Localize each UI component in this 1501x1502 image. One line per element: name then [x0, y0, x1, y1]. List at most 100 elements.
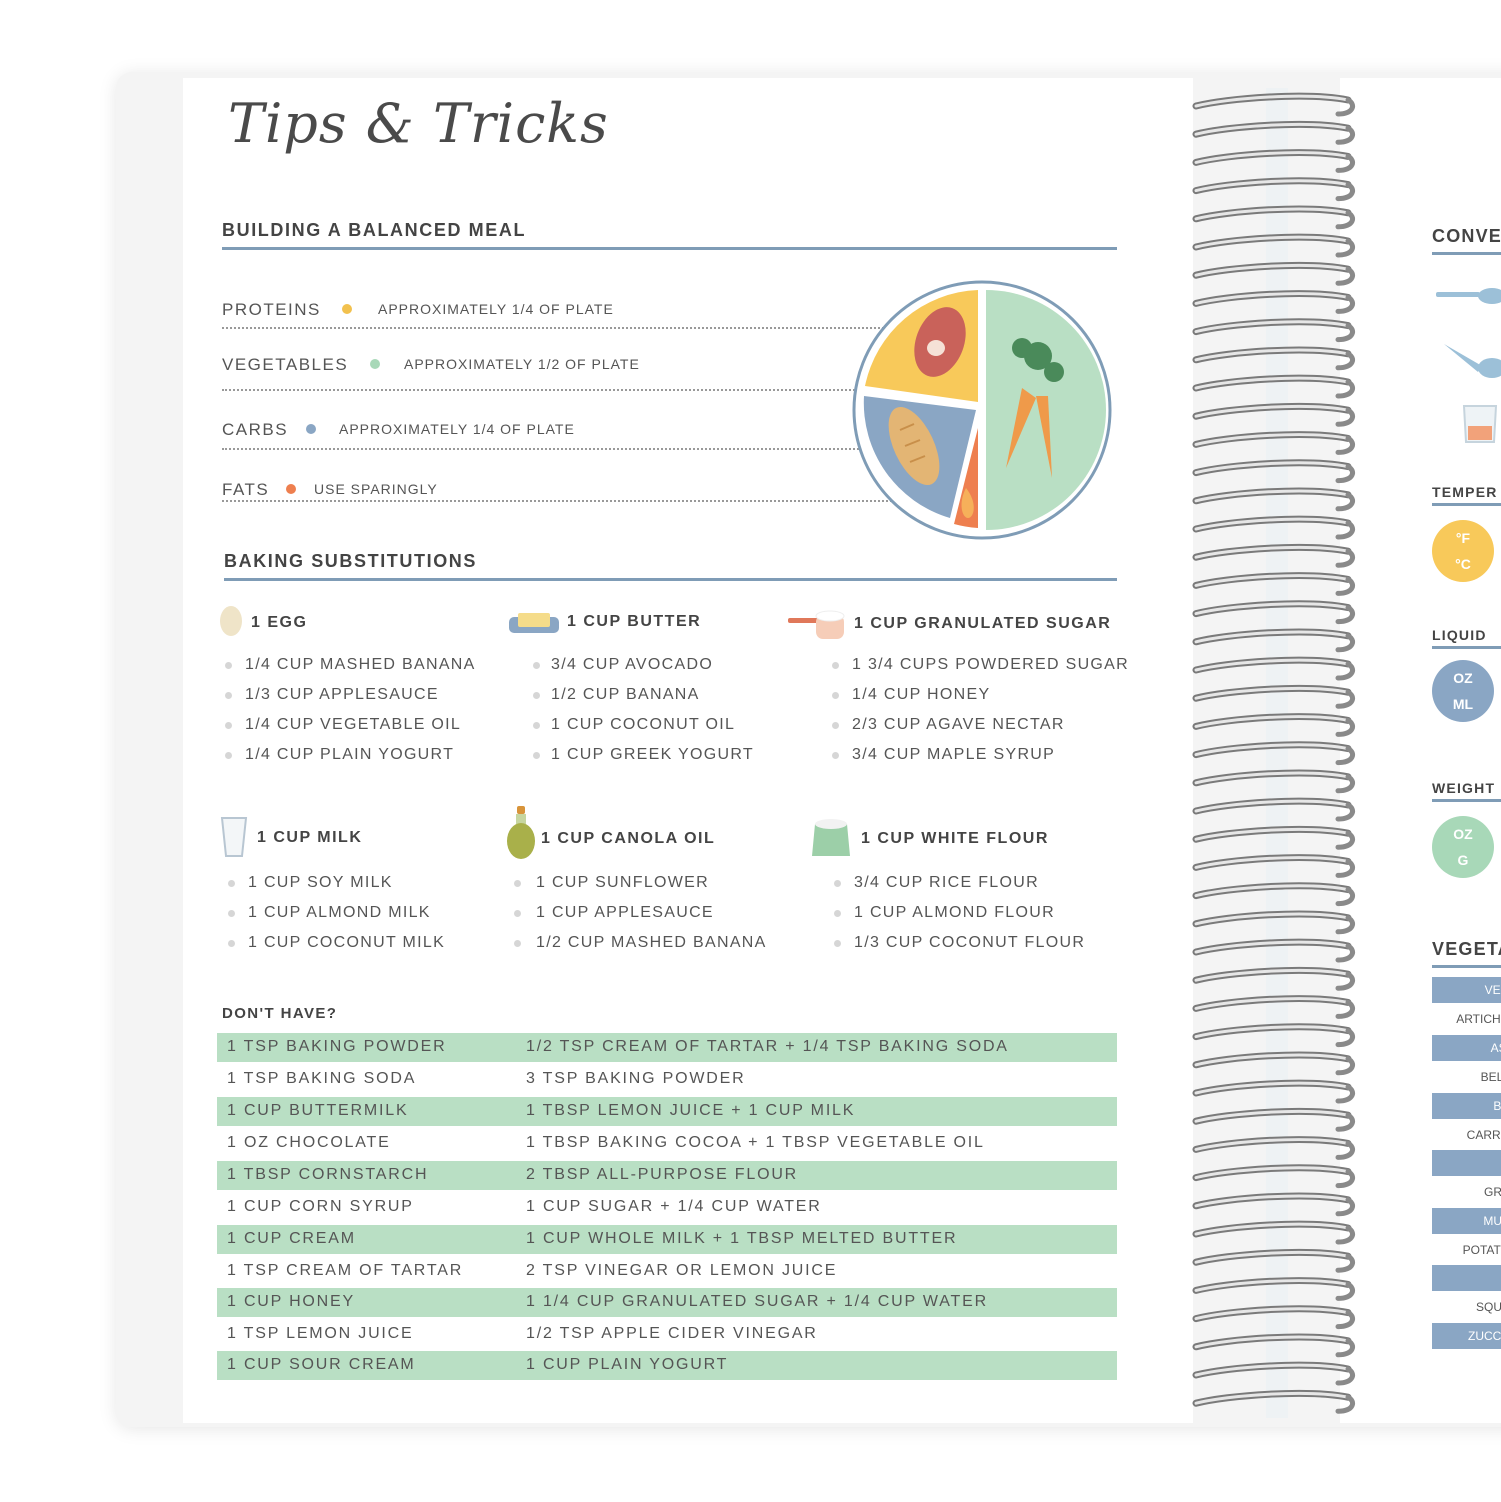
- veg-cell-label: MUS: [1483, 1214, 1501, 1228]
- sub-item: 2/3 CUP AGAVE NECTAR: [852, 716, 1065, 733]
- meal-name: PROTEINS: [222, 300, 321, 319]
- milk-glass-icon: [220, 817, 248, 857]
- sub-group-title: 1 EGG: [251, 614, 308, 631]
- spiral-coil: [1192, 1164, 1356, 1189]
- table-cell-ingredient: 1 OZ CHOCOLATE: [227, 1134, 391, 1151]
- dotted-divider: [222, 500, 912, 502]
- sub-group-title: 1 CUP GRANULATED SUGAR: [854, 615, 1112, 632]
- veg-cell: POTATO: [1432, 1237, 1501, 1263]
- spiral-coil: [1192, 1333, 1356, 1358]
- spiral-coil: [1192, 1277, 1356, 1301]
- table-cell-substitute: 1 TBSP LEMON JUICE + 1 CUP MILK: [526, 1102, 856, 1119]
- table-cell-ingredient: 1 CUP CREAM: [227, 1230, 356, 1247]
- spiral-coil: [1192, 713, 1356, 737]
- badge-bottom-label: ML: [1452, 696, 1474, 712]
- bullet: [533, 722, 540, 729]
- liquid-badge: OZ ML: [1432, 660, 1494, 722]
- veg-cell-label: GRE: [1483, 1185, 1501, 1199]
- table-cell-ingredient: 1 TBSP CORNSTARCH: [227, 1166, 429, 1183]
- spiral-coil: [1192, 487, 1356, 512]
- spiral-coil: [1192, 459, 1356, 484]
- temperature-badge: °F °C: [1432, 520, 1494, 582]
- bullet: [514, 880, 521, 887]
- table-cell-substitute: 3 TSP BAKING POWDER: [526, 1070, 746, 1087]
- bullet: [514, 910, 521, 917]
- spiral-coil: [1192, 797, 1356, 822]
- bread-icon: [888, 407, 940, 485]
- vegetables-rule: [1432, 965, 1501, 968]
- steak-icon: [914, 307, 966, 377]
- bullet: [225, 752, 232, 759]
- table-cell-substitute: 1 TBSP BAKING COCOA + 1 TBSP VEGETABLE O…: [526, 1134, 985, 1151]
- spiral-coil: [1192, 1361, 1356, 1386]
- table-cell-substitute: 1 CUP WHOLE MILK + 1 TBSP MELTED BUTTER: [526, 1230, 958, 1247]
- spiral-coil: [1192, 431, 1356, 455]
- spiral-coil: [1192, 656, 1356, 681]
- spiral-coil: [1192, 741, 1356, 766]
- badge-bottom-label: G: [1457, 852, 1469, 868]
- spiral-coil: [1192, 769, 1356, 794]
- sub-item: 3/4 CUP MAPLE SYRUP: [852, 746, 1056, 763]
- sub-item: 1/3 CUP APPLESAUCE: [245, 686, 439, 703]
- meal-name: CARBS: [222, 420, 289, 439]
- table-cell-ingredient: 1 CUP CORN SYRUP: [227, 1198, 414, 1215]
- spiral-coil: [1192, 1023, 1356, 1048]
- spiral-coil: [1192, 854, 1356, 878]
- spiral-coil: [1192, 290, 1356, 314]
- spiral-coil: [1192, 149, 1356, 173]
- veg-cell: VEG: [1432, 977, 1501, 1003]
- vegetable-dot-icon: [370, 359, 380, 369]
- sub-group-title: 1 CUP MILK: [257, 829, 363, 846]
- bullet: [832, 662, 839, 669]
- sub-item: 1 CUP SOY MILK: [248, 874, 393, 891]
- sub-item: 1 CUP SUNFLOWER: [536, 874, 710, 891]
- spiral-coil: [1192, 346, 1356, 371]
- spiral-coil: [1192, 572, 1356, 596]
- sub-item: 1 CUP ALMOND MILK: [248, 904, 431, 921]
- veg-cell: [1432, 1150, 1501, 1176]
- sub-item: 3/4 CUP RICE FLOUR: [854, 874, 1039, 891]
- spiral-coil: [1192, 1389, 1356, 1414]
- table-row: 1 TSP LEMON JUICE 1/2 TSP APPLE CIDER VI…: [217, 1320, 1117, 1349]
- spiral-coil: [1192, 1136, 1356, 1160]
- sub-group-title: 1 CUP WHITE FLOUR: [861, 830, 1049, 847]
- badge-top-label: °F: [1455, 530, 1471, 546]
- spiral-coil: [1192, 233, 1356, 258]
- table-cell-ingredient: 1 CUP HONEY: [227, 1293, 355, 1310]
- bullet: [225, 662, 232, 669]
- veg-cell: ZUCCH: [1432, 1323, 1501, 1349]
- measuring-cup-icon: [1462, 405, 1498, 443]
- bullet: [228, 880, 235, 887]
- plate-icon: [852, 280, 1112, 540]
- bullet: [832, 752, 839, 759]
- sub-item: 1/4 CUP MASHED BANANA: [245, 656, 476, 673]
- bullet: [514, 940, 521, 947]
- spiral-coil: [1192, 318, 1356, 343]
- table-cell-ingredient: 1 TSP CREAM OF TARTAR: [227, 1262, 464, 1279]
- veg-cell: BR: [1432, 1093, 1501, 1119]
- spiral-spine: [1266, 88, 1288, 1418]
- sub-item: 3/4 CUP AVOCADO: [551, 656, 714, 673]
- veg-cell: S: [1432, 1265, 1501, 1291]
- liquid-heading: LIQUID: [1432, 627, 1487, 643]
- table-cell-ingredient: 1 CUP BUTTERMILK: [227, 1102, 409, 1119]
- spiral-coil: [1192, 1079, 1356, 1104]
- spiral-coil: [1192, 1305, 1356, 1330]
- spiral-coil: [1192, 543, 1356, 568]
- spiral-coil: [1192, 205, 1356, 230]
- veg-cell: GRE: [1432, 1179, 1501, 1205]
- table-row: 1 TSP BAKING SODA 3 TSP BAKING POWDER: [217, 1065, 1117, 1094]
- spiral-coil: [1192, 92, 1356, 117]
- temperature-heading: TEMPER: [1432, 484, 1498, 500]
- table-row: 1 TSP CREAM OF TARTAR 2 TSP VINEGAR OR L…: [217, 1257, 1117, 1286]
- table-row: 1 CUP SOUR CREAM 1 CUP PLAIN YOGURT: [217, 1351, 1117, 1380]
- veg-cell-label: BR: [1493, 1099, 1501, 1113]
- veg-cell: ARTICHO: [1432, 1006, 1501, 1032]
- table-cell-ingredient: 1 TSP BAKING POWDER: [227, 1038, 447, 1055]
- spiral-coil: [1192, 120, 1356, 145]
- table-row: 1 CUP HONEY 1 1/4 CUP GRANULATED SUGAR +…: [217, 1288, 1117, 1317]
- table-cell-substitute: 1 CUP SUGAR + 1/4 CUP WATER: [526, 1198, 822, 1215]
- bullet: [834, 910, 841, 917]
- badge-bottom-label: °C: [1455, 556, 1471, 572]
- veg-cell: ASI: [1432, 1035, 1501, 1061]
